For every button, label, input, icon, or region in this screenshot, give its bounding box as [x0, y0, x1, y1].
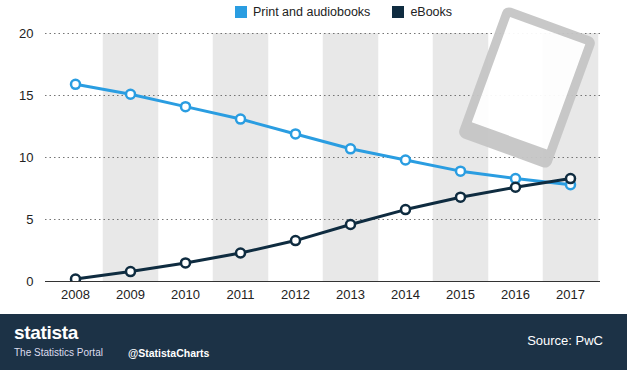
svg-text:10: 10	[19, 150, 33, 165]
svg-text:2016: 2016	[501, 287, 530, 302]
svg-text:2017: 2017	[556, 287, 585, 302]
html-text:statista: statista	[14, 322, 79, 343]
svg-text:5: 5	[26, 212, 33, 227]
svg-text:20: 20	[19, 26, 33, 41]
svg-text:2009: 2009	[116, 287, 145, 302]
svg-text:2015: 2015	[446, 287, 475, 302]
svg-text:2010: 2010	[171, 287, 200, 302]
svg-text:2012: 2012	[281, 287, 310, 302]
html-text:@StatistaCharts: @StatistaCharts	[128, 347, 210, 359]
html-text:The Statistics Portal: The Statistics Portal	[14, 347, 103, 358]
svg-text:2014: 2014	[391, 287, 420, 302]
svg-text:0: 0	[26, 274, 33, 289]
html-text:eBooks: eBooks	[410, 5, 453, 19]
svg-text:15: 15	[19, 88, 33, 103]
html-text:Source: PwC: Source: PwC	[527, 333, 603, 348]
svg-text:2011: 2011	[227, 287, 255, 302]
svg-text:2013: 2013	[336, 287, 365, 302]
html-text:Print and audiobooks: Print and audiobooks	[252, 5, 371, 19]
svg-text:2008: 2008	[61, 287, 90, 302]
